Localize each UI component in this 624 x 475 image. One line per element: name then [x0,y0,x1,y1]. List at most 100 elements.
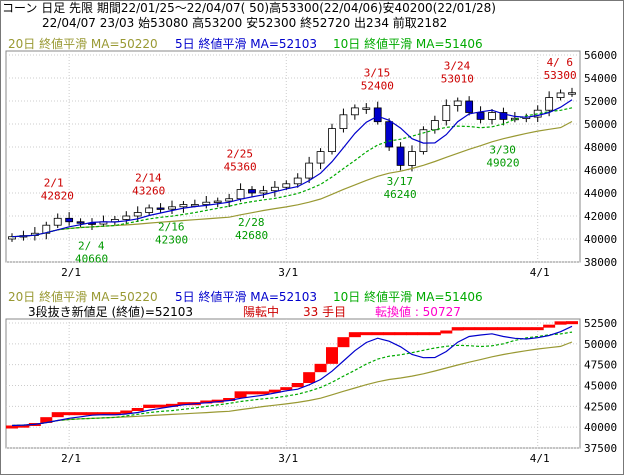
bottom-xtick-label: 2/1 [61,452,81,465]
annotation-value: 43260 [132,185,165,198]
break-block-hold [394,332,407,336]
break-block-up [326,347,338,364]
break-block-hold [97,412,110,416]
annotation-value: 42300 [155,234,188,247]
ma10-line-bottom [11,331,573,427]
candle-body [190,204,199,207]
candle-body [545,97,554,111]
break-block-hold [371,332,384,336]
break-block-up [451,327,464,331]
annotation-date: 2/16 [158,221,185,234]
break-block-hold [463,327,476,331]
kagi-info-state: 陽転中 [243,304,279,319]
candle-body [419,129,428,153]
annotation-value: 46240 [384,188,417,201]
ma20-line-bottom [11,341,573,427]
bottom-ytick-label: 37500 [584,442,617,455]
kagi-info-prefix: 3段抜き新値足 (終値)=52103 [28,304,193,319]
bottom-ytick-label: 47500 [584,359,617,372]
break-block-up [120,410,133,414]
bottom-ytick-label: 42500 [584,400,617,413]
break-block-up [234,391,247,398]
break-block-hold [417,332,430,336]
annotation-value: 53010 [441,72,474,85]
break-block-up [17,424,30,428]
break-block-up [177,402,190,406]
annotation-date: 3/17 [387,175,414,188]
candle-body [510,117,519,121]
break-block-hold [508,327,521,331]
top-ytick-label: 42000 [584,210,617,223]
break-block-up [223,398,236,401]
candle-body [145,207,154,213]
candle-body [236,189,245,200]
break-block-hold [486,327,498,331]
break-block-up [337,337,350,348]
break-block-hold [246,391,258,395]
break-block-hold [63,412,76,416]
break-block-hold [531,327,544,331]
break-block-up [543,324,556,328]
annotation-value: 52400 [361,79,394,92]
break-block-up [280,387,293,391]
break-block-hold [154,404,167,408]
break-block-up [314,363,327,373]
candle-body [179,204,188,208]
kagi-info-tensyo: 転換値 : 50727 [375,304,461,319]
top-ytick-label: 50000 [584,118,617,131]
top-ytick-label: 52000 [584,95,617,108]
header-line-1: コーン 日足 先限 期間22/01/25～22/04/07( 50)高53300… [2,0,496,15]
candle-body [556,92,565,98]
annotation-date: 2/ 4 [78,239,105,252]
candle-body [408,151,416,166]
candle-body [76,221,85,224]
candle-body [350,107,359,116]
top-ytick-label: 46000 [584,164,617,177]
bottom-xtick-label: 4/1 [530,452,550,465]
candle-body [270,186,279,192]
candle-body [168,206,176,210]
bottom-ytick-label: 50000 [584,338,617,351]
candle-body [328,128,336,153]
candle-body [248,189,256,194]
break-block-up [554,321,567,325]
legend-ma10-bottom: 10日 終値平滑 MA=51406 [333,289,483,304]
bottom-ytick-label: 40000 [584,421,617,434]
break-block-hold [360,332,373,336]
annotation-date: 2/1 [44,177,64,190]
candle-body [385,121,394,148]
annotation-date: 4/ 6 [547,56,574,69]
candle-body [259,190,268,194]
top-ytick-label: 54000 [584,72,617,85]
top-ytick-label: 56000 [584,49,617,62]
candle-body [156,207,165,210]
candle-body [122,215,131,220]
break-block-up [131,408,144,411]
top-ytick-label: 48000 [584,141,617,154]
candle-body [430,120,439,131]
break-block-hold [6,425,18,429]
annotation-value: 49020 [486,156,519,169]
candle-body [373,107,382,123]
candle-body [476,112,485,120]
candle-body [53,217,62,226]
annotation-date: 3/24 [444,59,471,72]
candle-body [488,112,496,120]
annotation-date: 2/28 [238,216,265,229]
candle-body [133,212,142,217]
annotation-date: 2/25 [227,147,254,160]
candle-body [282,183,291,188]
top-ytick-label: 44000 [584,187,617,200]
kagi-info-count: 33 手目 [303,305,346,319]
legend-ma5-bottom: 5日 終値平滑 MA=52103 [175,289,317,304]
break-block-up [291,383,304,388]
annotation-date: 2/14 [135,172,162,185]
annotation-value: 40660 [75,252,108,265]
break-block-up [566,321,578,325]
break-block-up [40,417,53,423]
break-block-up [200,400,213,404]
legend-ma20-top: 20日 終値平滑 MA=50220 [8,36,158,51]
candle-body [499,112,508,120]
header-line-2: 22/04/07 23/03 始53080 高53200 安52300 終527… [42,15,447,30]
break-block-hold [406,332,418,336]
